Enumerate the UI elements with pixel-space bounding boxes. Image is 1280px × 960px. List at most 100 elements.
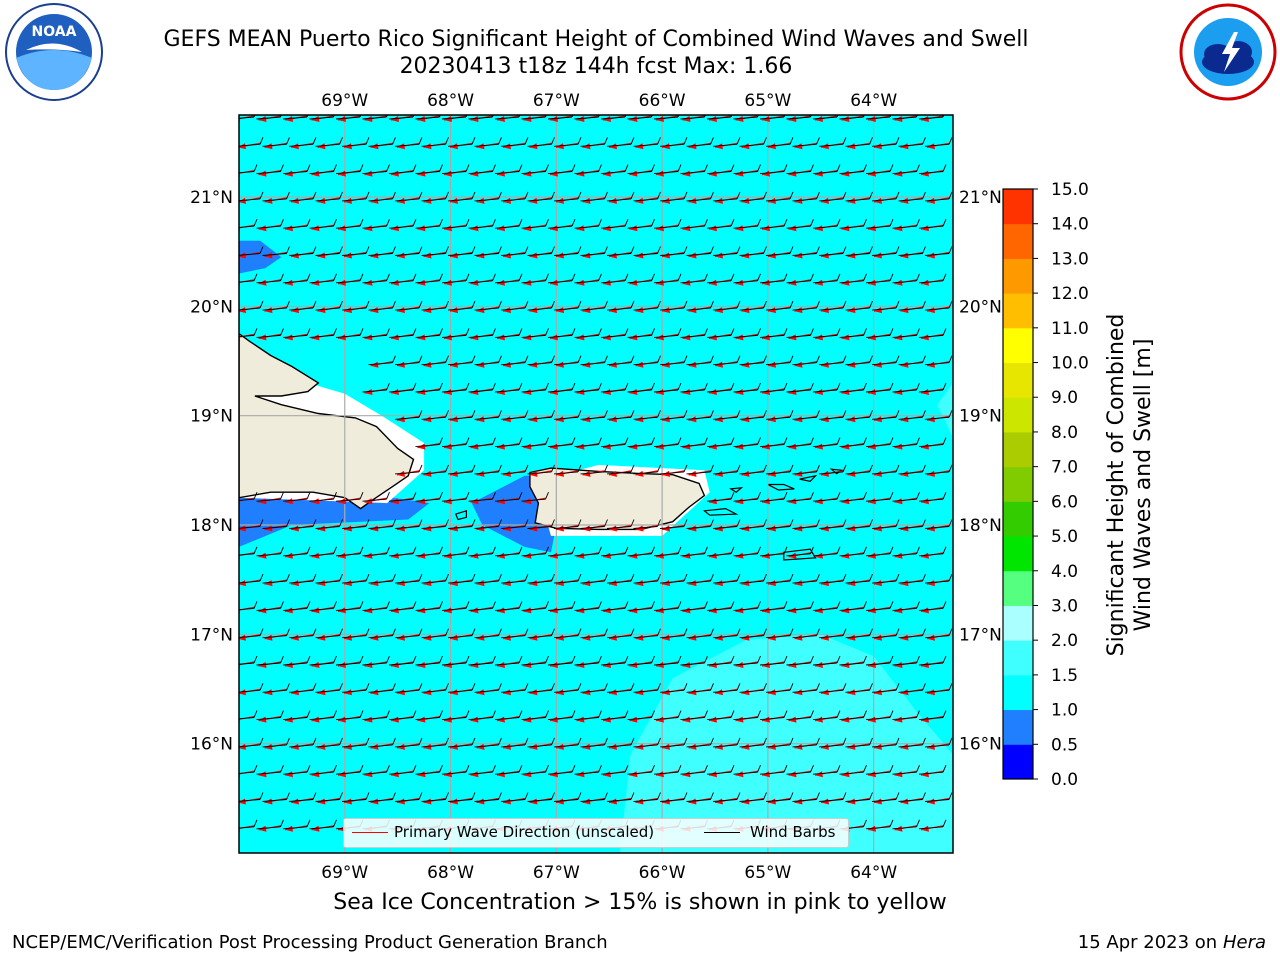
wind-barb-shaft <box>898 143 923 147</box>
wind-barb-shaft <box>309 498 334 502</box>
wind-barb-flag <box>842 737 847 746</box>
wind-barb-shaft <box>574 280 599 284</box>
wind-barb-shaft <box>362 334 387 338</box>
wind-barb-shaft <box>388 280 414 284</box>
wave-arrowhead <box>476 743 485 750</box>
wind-barb-flag <box>677 219 682 227</box>
wave-arrowhead <box>582 743 591 750</box>
wind-barb-shaft <box>606 635 632 639</box>
wind-barb-shaft <box>415 771 440 775</box>
wave-arrowhead <box>682 607 691 614</box>
wave-arrowhead <box>682 716 691 723</box>
wind-barb-shaft <box>282 662 308 666</box>
wind-barb-shaft <box>865 662 891 666</box>
wave-arrowhead <box>523 662 532 668</box>
wind-barb-flag <box>492 115 494 118</box>
wind-barb-shaft <box>547 717 573 721</box>
wave-arrowhead <box>344 743 352 750</box>
wind-barb-shaft <box>315 689 340 693</box>
colorbar-tick-label: 14.0 <box>1051 215 1089 235</box>
colorbar-bin <box>1003 327 1033 364</box>
wind-barb-shaft <box>474 635 499 639</box>
wind-barb-shaft <box>733 607 758 611</box>
wind-barb-flag <box>604 246 608 254</box>
latitude-label: 21°N <box>190 188 233 208</box>
wind-barb-flag <box>339 137 343 145</box>
wind-barb-flag <box>439 382 443 391</box>
wave-arrowhead <box>291 307 299 314</box>
wind-barb-shaft <box>335 116 361 120</box>
wave-arrowhead <box>656 116 664 122</box>
wind-barb-flag <box>836 655 841 664</box>
wave-arrowhead <box>900 634 909 641</box>
wave-arrowhead <box>894 771 903 778</box>
wave-arrowhead <box>715 361 723 368</box>
wind-barb-flag <box>259 137 264 145</box>
wind-barb-shaft <box>239 826 255 829</box>
wind-barb-flag <box>842 191 847 200</box>
wind-barb-flag <box>677 601 682 609</box>
wind-barb-flag <box>418 573 423 582</box>
wave-arrowhead <box>921 116 929 122</box>
wind-barb-flag <box>253 164 258 172</box>
wind-barb-flag <box>757 710 761 718</box>
wind-barb-shaft <box>765 362 791 366</box>
wind-barb-shaft <box>818 744 844 748</box>
wave-arrowhead <box>317 798 326 805</box>
wind-barb-shaft <box>256 717 281 721</box>
wave-arrowhead <box>391 225 399 232</box>
wind-barb-flag <box>465 710 470 718</box>
wave-arrowhead <box>239 689 246 696</box>
wind-barb-flag <box>577 573 582 582</box>
wave-arrowhead <box>364 662 373 668</box>
wave-arrowhead <box>927 798 935 805</box>
wave-arrowhead <box>417 279 426 286</box>
wave-arrowhead <box>338 607 346 614</box>
wind-barb-flag <box>604 683 608 691</box>
wind-barb-flag <box>763 573 767 582</box>
wave-arrowhead <box>815 662 823 668</box>
wind-barb-flag <box>365 573 370 582</box>
wave-arrowhead <box>476 143 485 150</box>
wind-barb-shaft <box>898 362 923 366</box>
wave-arrowhead <box>556 743 564 750</box>
wind-barb-flag <box>757 546 761 554</box>
wind-barb-shaft <box>256 607 281 611</box>
wave-arrowhead <box>688 689 697 696</box>
wave-arrowhead <box>682 116 691 122</box>
wave-arrowhead <box>576 389 585 395</box>
wind-barb-flag <box>333 273 337 281</box>
wind-barb-shaft <box>680 116 705 120</box>
wind-barb-flag <box>524 464 529 473</box>
wind-barb-flag <box>810 492 814 500</box>
wave-arrowhead <box>688 634 697 641</box>
wind-barb-flag <box>789 573 794 582</box>
wind-barb-shaft <box>580 471 605 475</box>
wave-arrowhead <box>338 662 346 668</box>
wind-barb-shaft <box>653 225 679 229</box>
wind-barb-flag <box>816 137 820 145</box>
wave-arrowhead <box>656 279 664 286</box>
wind-barb-flag <box>624 765 629 773</box>
wind-barb-flag <box>789 683 794 691</box>
wind-barb-flag <box>498 410 502 418</box>
wave-arrowhead <box>762 389 770 395</box>
colorbar-tick-label: 9.0 <box>1051 388 1078 408</box>
wind-barb-shaft <box>580 689 605 693</box>
wave-arrowhead <box>444 443 452 450</box>
wind-barb-shaft <box>500 580 526 584</box>
wind-barb-flag <box>895 246 900 254</box>
wave-arrowhead <box>629 552 638 559</box>
wind-barb-flag <box>604 300 608 309</box>
wind-barb-flag <box>392 737 396 746</box>
wave-arrowhead <box>688 361 697 368</box>
wind-barb-flag <box>439 328 443 336</box>
wind-barb-flag <box>889 655 894 664</box>
wind-barb-shaft <box>368 253 393 256</box>
wind-barb-shaft <box>421 307 446 311</box>
wind-barb-flag <box>948 246 953 254</box>
wind-barb-flag <box>710 737 714 746</box>
wave-arrowhead <box>397 470 405 477</box>
wave-arrowhead <box>629 716 638 723</box>
wind-barb-shaft <box>494 444 520 448</box>
